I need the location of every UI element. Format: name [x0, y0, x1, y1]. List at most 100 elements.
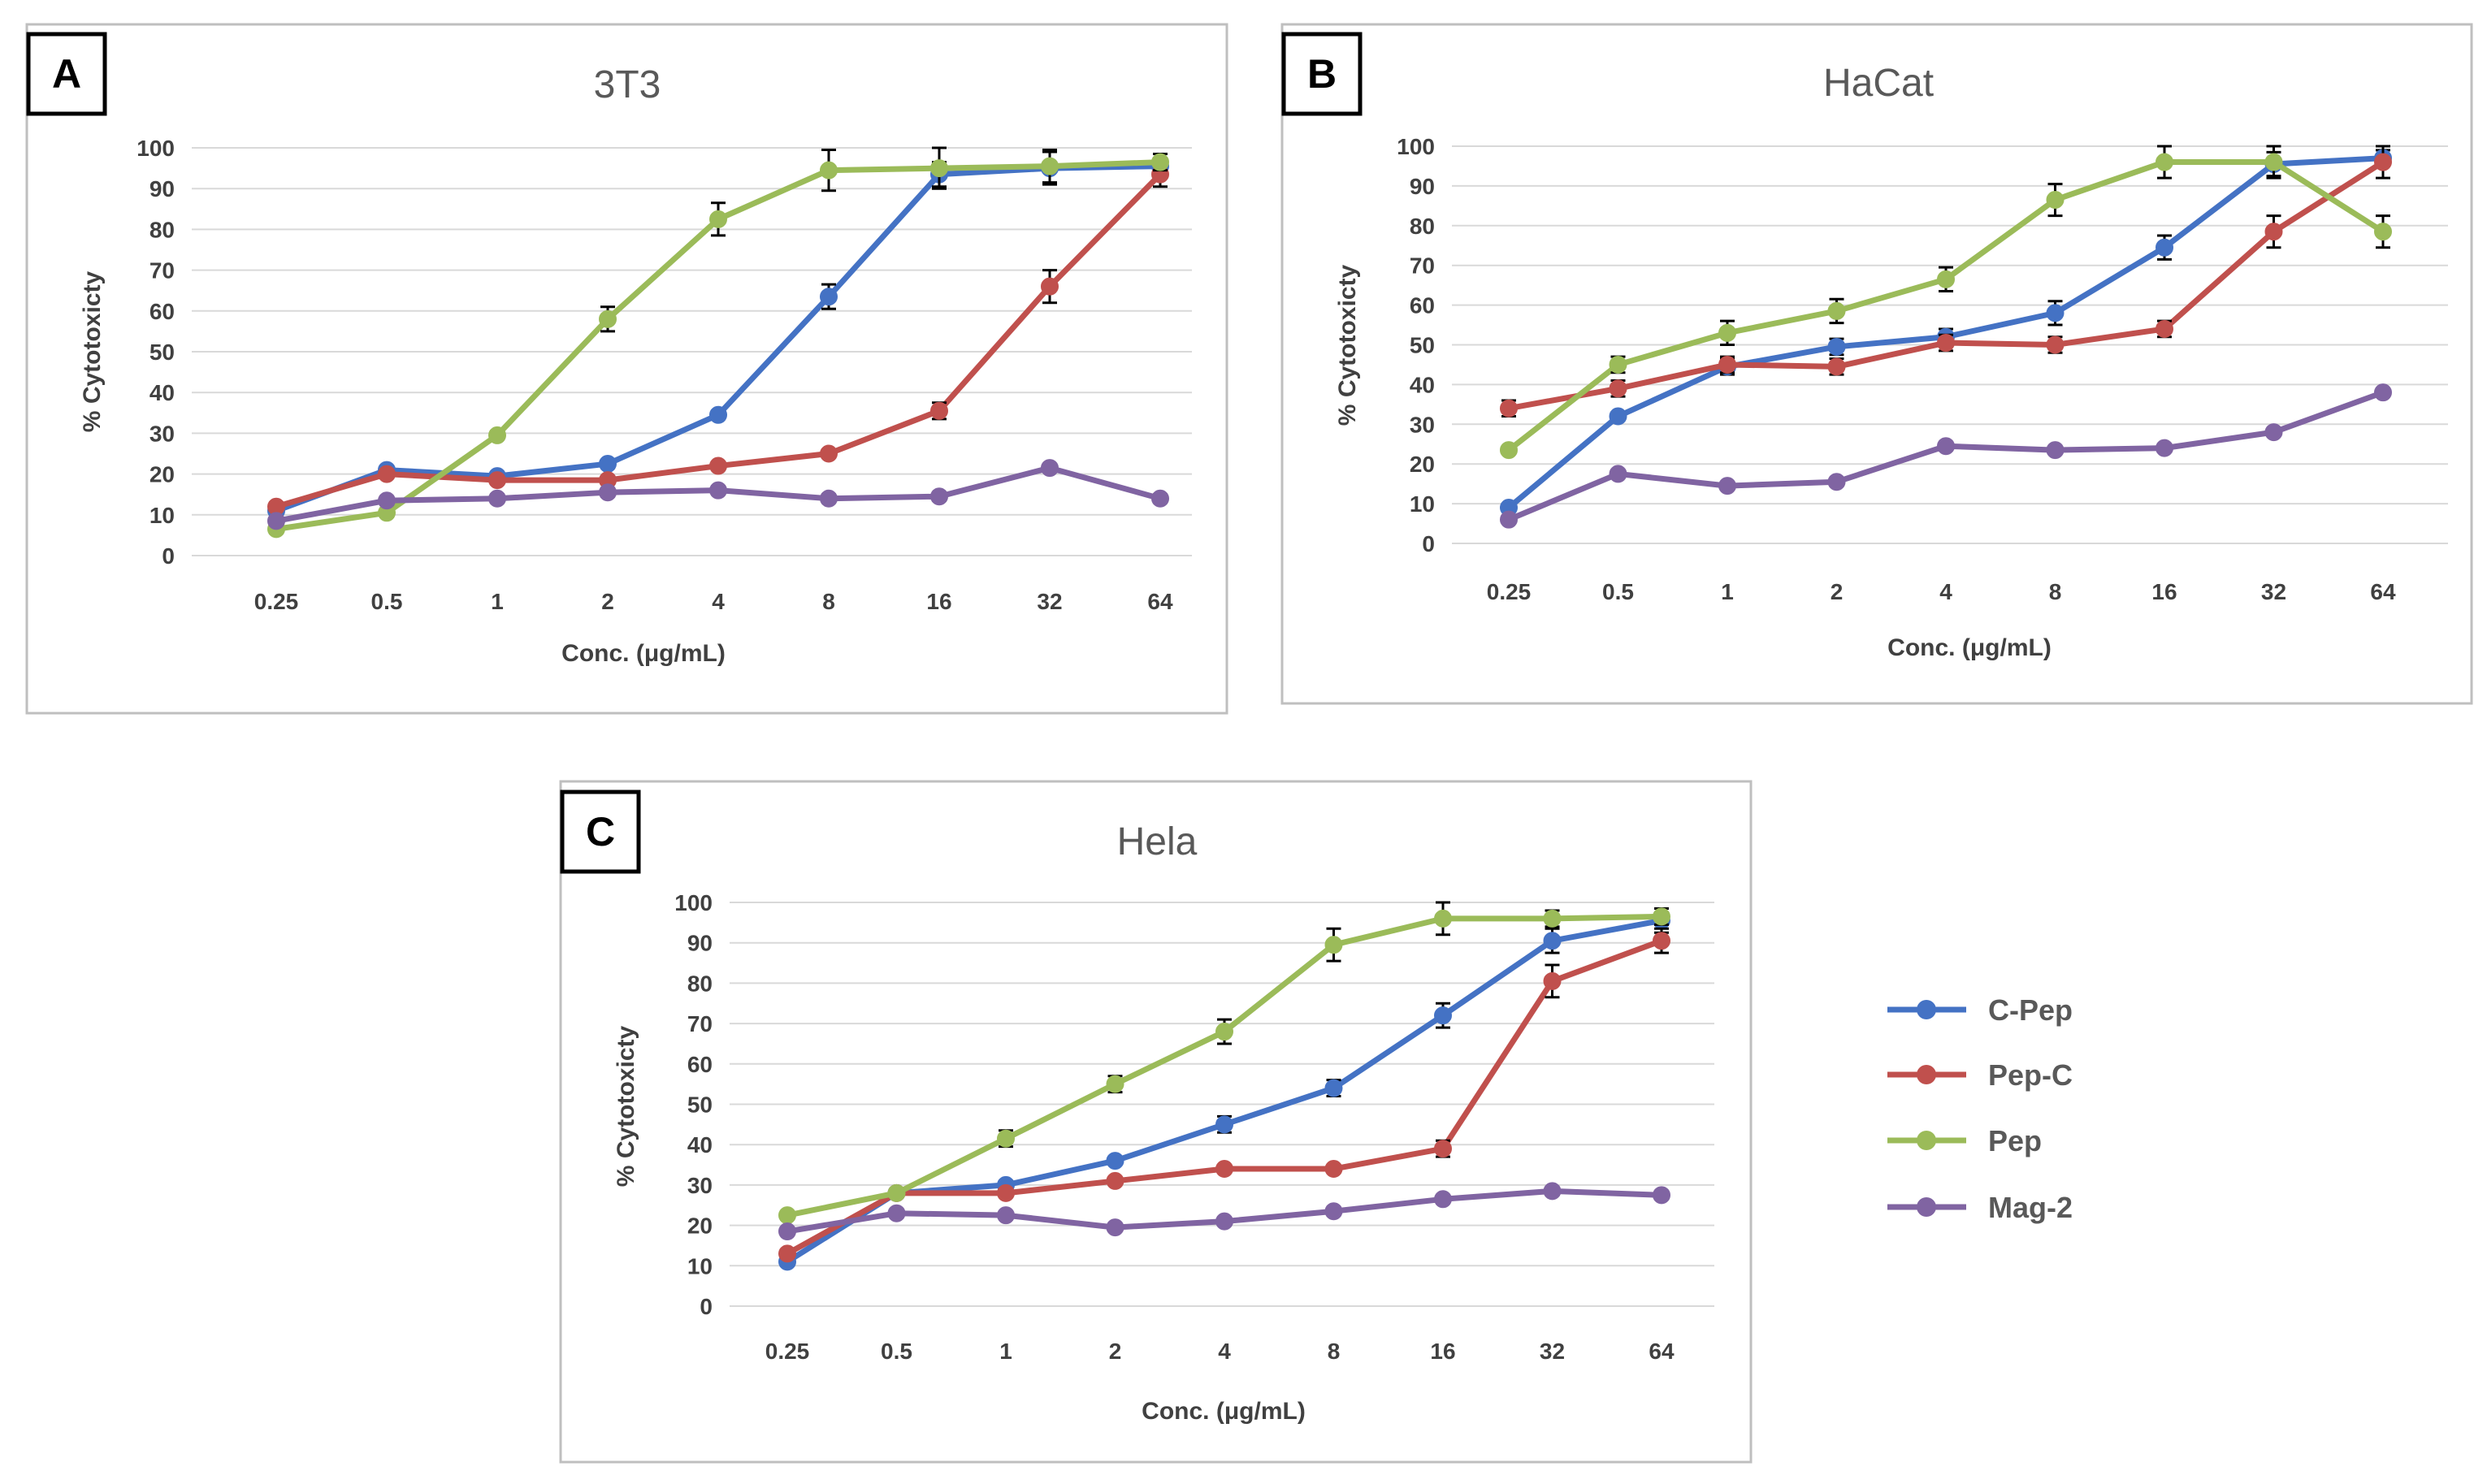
- panel-a-y-tick-70: 70: [149, 258, 175, 283]
- panel-a-pep-c-point-16: [930, 401, 948, 420]
- panel-b-pep-c-point-0-25: [1500, 399, 1518, 418]
- legend-item-pep-c: Pep-C: [1887, 1058, 2073, 1092]
- panel-c-pep-point-1: [997, 1129, 1015, 1148]
- panel-a-pep-point-8: [820, 161, 838, 180]
- panel-b-letter-box: [1281, 32, 1363, 116]
- panel-b-title: HaCat: [1823, 62, 1934, 105]
- legend-marker-c-pep: [1917, 1000, 1936, 1019]
- panel-b-x-tick-0-25: 0.25: [1487, 579, 1532, 604]
- panel-a-letter: A: [52, 51, 81, 97]
- panel-a-x-axis-label: Conc. (μg/mL): [561, 640, 726, 667]
- panel-b-y-tick-60: 60: [1410, 293, 1435, 318]
- panel-c-pep-c-point-16: [1434, 1140, 1452, 1158]
- panel-a-mag-2-point-32: [1041, 459, 1059, 478]
- panel-b-x-tick-2: 2: [1831, 579, 1844, 604]
- panel-c-x-tick-1: 1: [999, 1339, 1012, 1364]
- panel-c-x-tick-16: 16: [1430, 1339, 1455, 1364]
- panel-c-y-tick-70: 70: [687, 1011, 713, 1036]
- panel-a-mag-2-point-0-25: [267, 512, 285, 530]
- panel-c-y-axis-label: % Cytotoxicty: [613, 1026, 639, 1188]
- panel-b-pep-c-point-32: [2264, 223, 2283, 241]
- panel-b-mag-2-point-8: [2046, 441, 2065, 460]
- panel-a-x-tick-32: 32: [1037, 589, 1062, 614]
- panel-c-pep-point-2: [1106, 1075, 1124, 1093]
- panel-b-x-tick-4: 4: [1939, 579, 1952, 604]
- legend-label-c-pep: C-Pep: [1988, 993, 2073, 1027]
- panel-c-plot: 0 10 20 30 40 50 60 70 80 90 100 0.25 0.5 1 2 4 8 16 32 64: [674, 890, 1714, 1364]
- panel-a-letter-box: [26, 32, 107, 116]
- panel-c-x-tick-2: 2: [1109, 1339, 1122, 1364]
- panel-a-y-tick-10: 10: [149, 503, 175, 528]
- panel-b-pep-c-point-4: [1937, 334, 1955, 353]
- panel-a: A 3T3 0 10 20 30 40 50 60 70 80 90 100 0.25 0.5 1 2 4 8 1…: [25, 23, 1228, 715]
- panel-b-pep-c-point-1: [1718, 355, 1736, 374]
- panel-c-x-tick-64: 64: [1649, 1339, 1675, 1364]
- panel-c-y-tick-10: 10: [687, 1253, 713, 1278]
- panel-b-y-tick-70: 70: [1410, 253, 1435, 279]
- panel-a-c-pep-point-2: [599, 455, 617, 474]
- panel-c-y-tick-0: 0: [700, 1294, 713, 1319]
- panel-a-y-tick-90: 90: [149, 176, 175, 201]
- panel-a-pep-c-point-0-5: [378, 465, 396, 483]
- panel-b-y-tick-20: 20: [1410, 452, 1435, 477]
- legend-marker-pep-c: [1917, 1065, 1936, 1084]
- panel-b-mag-2-point-32: [2264, 423, 2283, 442]
- panel-a-pep-c-point-4: [709, 456, 727, 475]
- panel-c-y-tick-80: 80: [687, 971, 713, 996]
- legend-marker-mag-2: [1917, 1197, 1936, 1217]
- panel-c-mag-2-point-1: [997, 1206, 1015, 1225]
- panel-c-y-tick-60: 60: [687, 1052, 713, 1077]
- panel-c-letter-box: [560, 790, 641, 874]
- panel-a-pep-point-64: [1151, 153, 1169, 171]
- panel-b-pep-point-4: [1937, 270, 1955, 288]
- panel-c-mag-2-point-2: [1106, 1218, 1124, 1237]
- panel-c-c-pep-point-2: [1106, 1152, 1124, 1170]
- panel-a-y-tick-60: 60: [149, 299, 175, 324]
- panel-c-title: Hela: [1117, 820, 1198, 863]
- panel-c-pep-point-0-5: [887, 1183, 906, 1202]
- panel-c-y-tick-50: 50: [687, 1092, 713, 1118]
- panel-a-x-tick-2: 2: [601, 589, 614, 614]
- panel-b-plot: 0 10 20 30 40 50 60 70 80 90 100 0.25 0.5 1 2 4 8 16 32 64: [1397, 134, 2448, 604]
- panel-a-x-tick-0-25: 0.25: [254, 589, 299, 614]
- panel-a-c-pep-point-4: [709, 405, 727, 424]
- panel-b-y-tick-30: 30: [1410, 412, 1435, 437]
- panel-a-title: 3T3: [594, 63, 661, 106]
- panel-a-c-pep-point-8: [820, 288, 838, 306]
- panel-c-pep-point-8: [1324, 936, 1343, 954]
- panel-a-frame: [25, 23, 1228, 715]
- panel-a-y-tick-100: 100: [136, 136, 175, 161]
- legend-item-pep: Pep: [1887, 1124, 2042, 1157]
- panel-b-mag-2-point-0-5: [1609, 465, 1627, 483]
- panel-b-mag-2-point-2: [1827, 473, 1846, 491]
- panel-b-x-tick-32: 32: [2261, 579, 2286, 604]
- panel-b-y-axis-label: % Cytotoxicty: [1334, 265, 1361, 426]
- panel-c-pep-c-point-1: [997, 1183, 1015, 1202]
- legend-label-pep: Pep: [1988, 1124, 2042, 1157]
- panel-b-pep-point-0-5: [1609, 355, 1627, 374]
- panel-b-y-tick-40: 40: [1410, 372, 1435, 397]
- panel-b-pep-point-2: [1827, 301, 1846, 320]
- panel-b-y-tick-100: 100: [1397, 134, 1435, 159]
- panel-c: C Hela 0 10 20 30 40 50 60 70 80 90 100 0.25 0.5 1 2 4 8…: [559, 780, 1753, 1464]
- panel-a-pep-point-2: [599, 309, 617, 328]
- panel-b-letter: B: [1307, 51, 1337, 97]
- legend-marker-pep: [1917, 1131, 1936, 1150]
- panel-b-frame: [1280, 23, 2473, 705]
- panel-c-x-tick-32: 32: [1540, 1339, 1565, 1364]
- panel-b-mag-2-point-4: [1937, 437, 1955, 456]
- panel-b-pep-c-point-16: [2156, 319, 2173, 338]
- panel-c-mag-2-point-32: [1543, 1182, 1562, 1201]
- panel-a-y-tick-30: 30: [149, 421, 175, 446]
- panel-a-mag-2-point-8: [820, 489, 838, 508]
- panel-b-y-tick-50: 50: [1410, 333, 1435, 358]
- panel-b-mag-2-point-1: [1718, 477, 1736, 495]
- panel-c-mag-2-point-4: [1215, 1212, 1233, 1231]
- panel-c-letter: C: [586, 809, 615, 854]
- panel-c-mag-2-point-8: [1324, 1202, 1343, 1221]
- panel-b-x-tick-64: 64: [2370, 579, 2396, 604]
- panel-b-pep-c-point-64: [2374, 153, 2392, 171]
- panel-b-pep-point-1: [1718, 323, 1736, 342]
- panel-a-pep-c-point-8: [820, 444, 838, 463]
